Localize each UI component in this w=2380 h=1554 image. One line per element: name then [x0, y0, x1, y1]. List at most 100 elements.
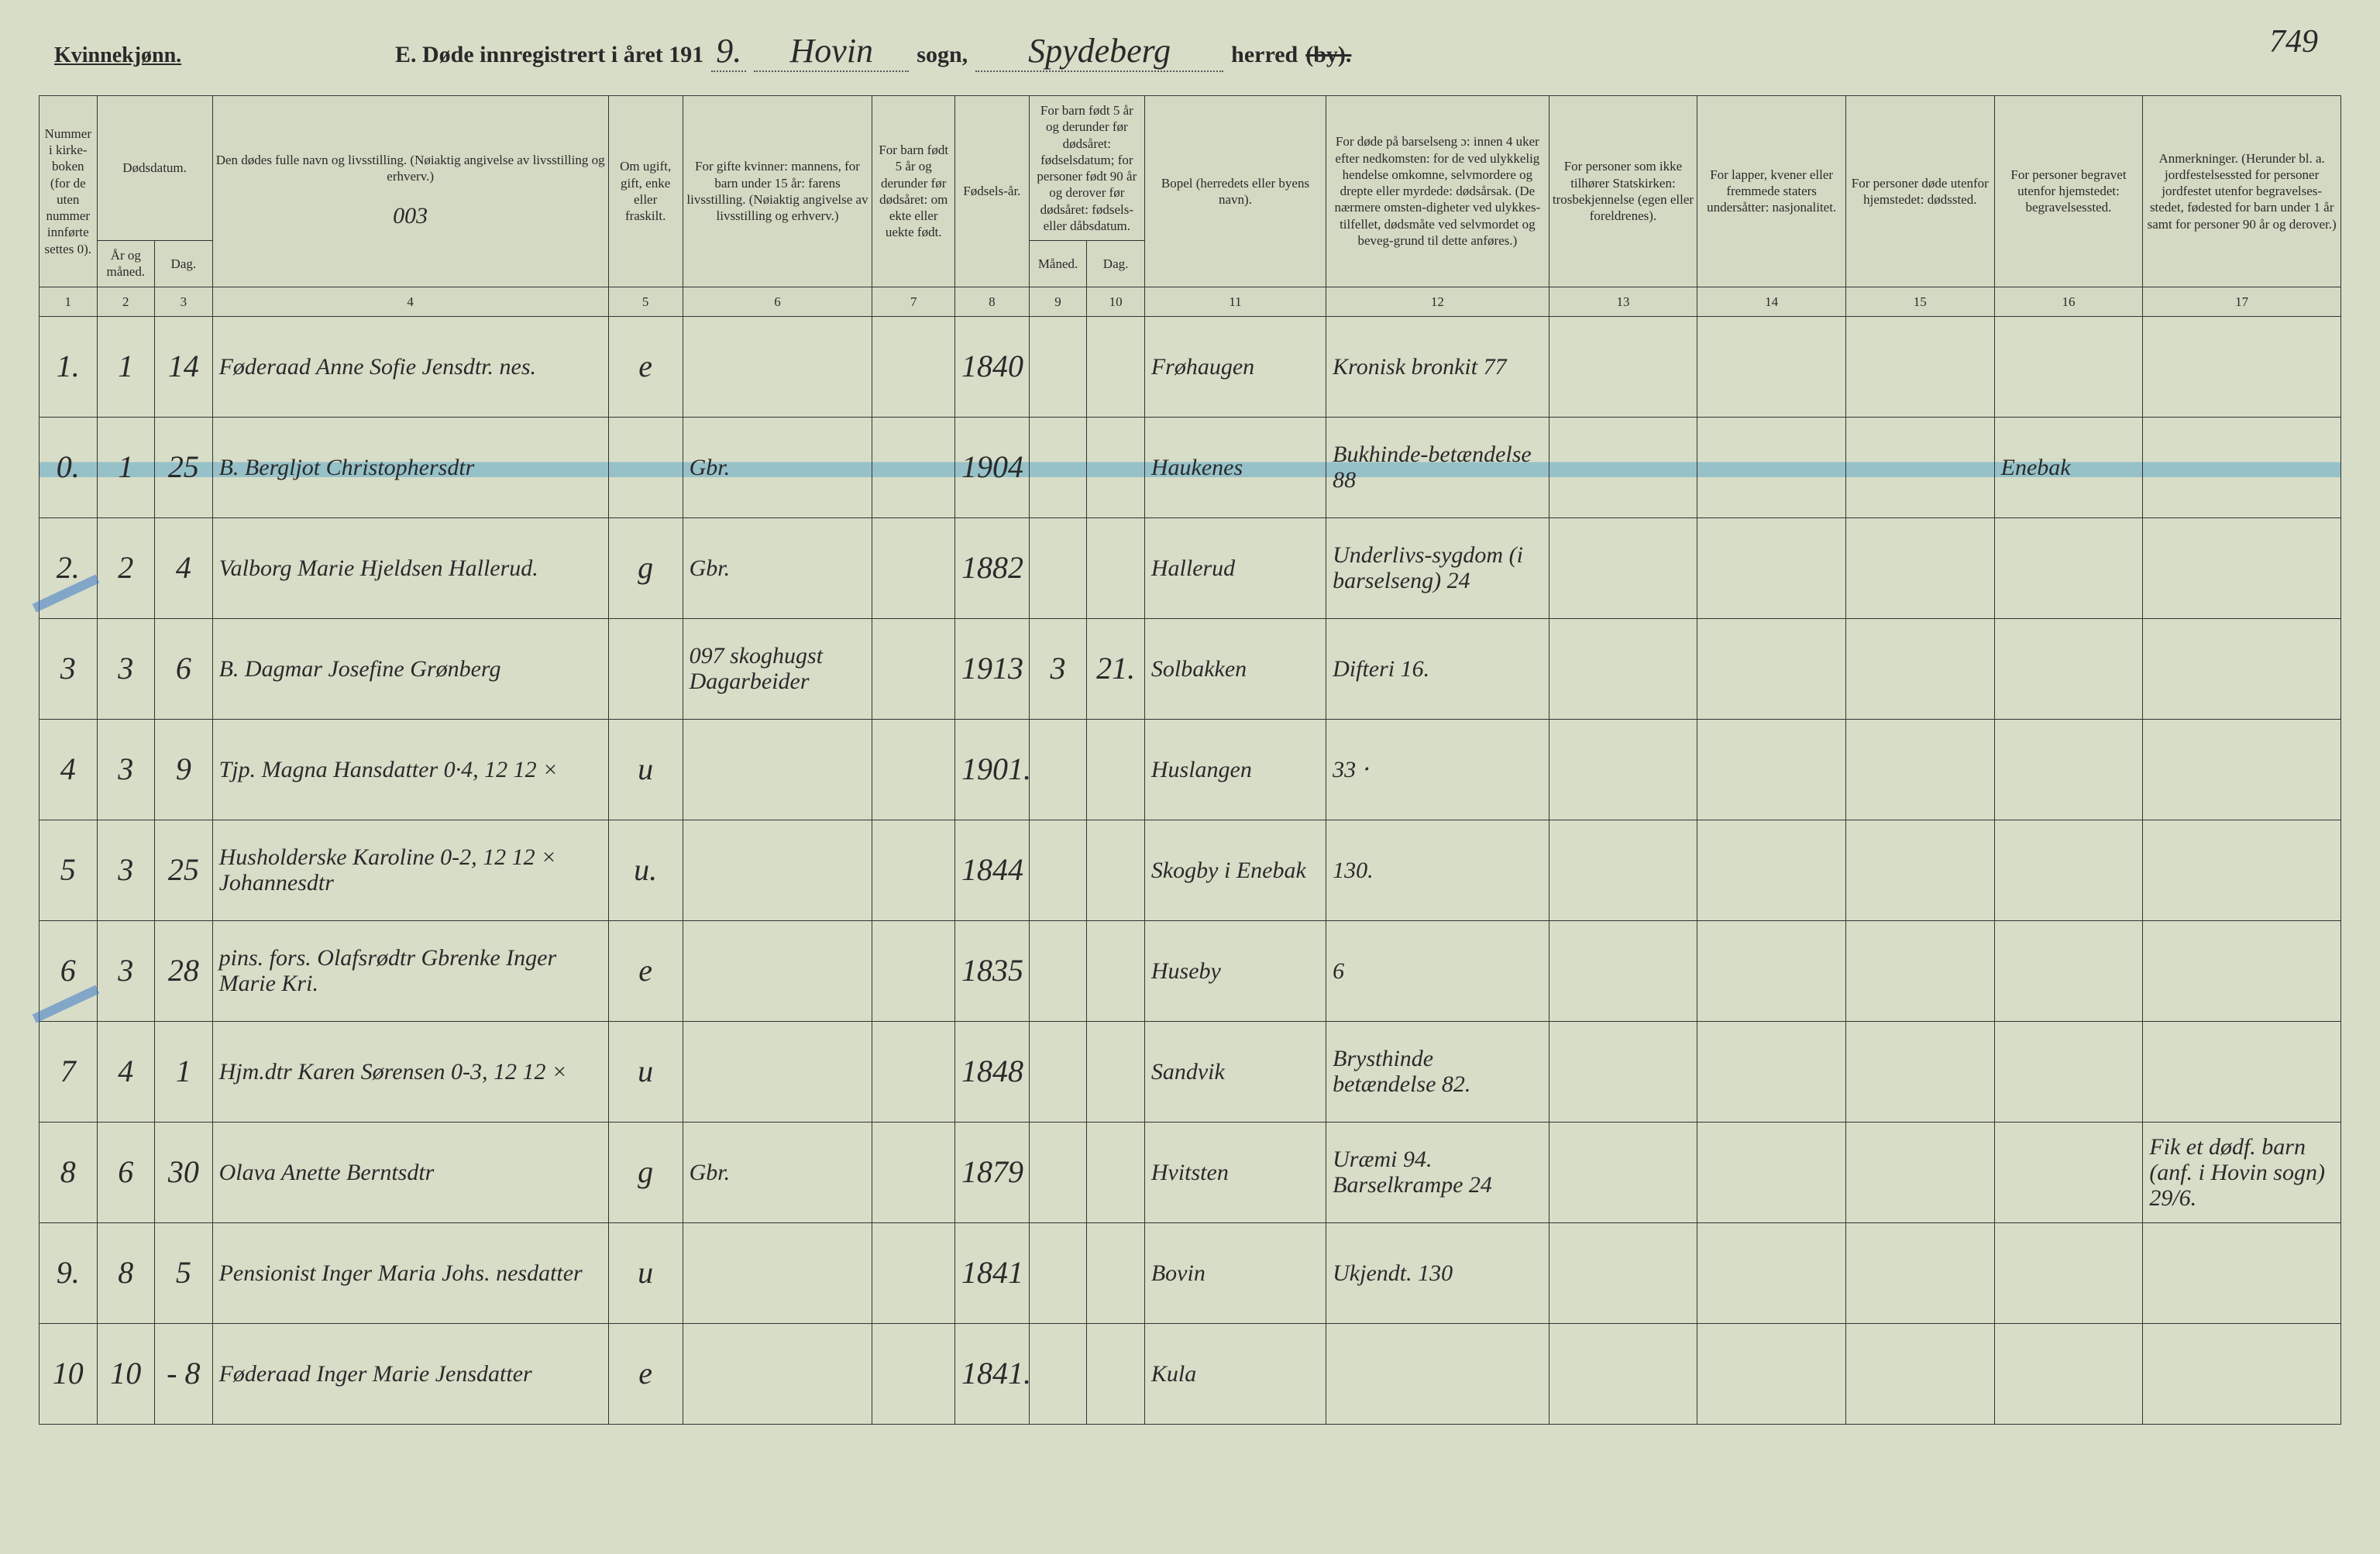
cell — [1029, 719, 1087, 820]
cell — [1029, 820, 1087, 920]
colnum: 1 — [40, 287, 98, 316]
cell: Skogby i Enebak — [1144, 820, 1326, 920]
cell: u — [608, 1222, 683, 1323]
cell — [1994, 719, 2143, 820]
title-prefix: E. Døde innregistrert i året 191 — [395, 42, 703, 68]
colnum: 14 — [1697, 287, 1846, 316]
cell — [872, 417, 954, 517]
colnum: 7 — [872, 287, 954, 316]
cell — [1845, 1222, 1994, 1323]
colnum: 3 — [155, 287, 213, 316]
cell: Enebak — [1994, 417, 2143, 517]
cell: Uræmi 94. Barselkrampe 24 — [1326, 1122, 1549, 1222]
cell: 1879 — [954, 1122, 1029, 1222]
cell: e — [608, 920, 683, 1021]
cell: 0. — [40, 417, 98, 517]
parish-word: sogn, — [917, 42, 968, 68]
cell — [2143, 618, 2341, 719]
cell: 1 — [155, 1021, 213, 1122]
cell: B. Dagmar Josefine Grønberg — [212, 618, 608, 719]
cell: 097 skoghugst Dagarbeider — [683, 618, 872, 719]
cell: 1901. — [954, 719, 1029, 820]
ledger-table: Nummer i kirke-boken (for de uten nummer… — [39, 95, 2341, 1425]
cell: 14 — [155, 316, 213, 417]
colnum: 17 — [2143, 287, 2341, 316]
cell — [872, 316, 954, 417]
col-header-12: For døde på barselseng ɔ: innen 4 uker e… — [1326, 96, 1549, 287]
cell — [2143, 1222, 2341, 1323]
table-row: 8630Olava Anette BerntsdtrgGbr.1879Hvits… — [40, 1122, 2341, 1222]
cell: Gbr. — [683, 517, 872, 618]
cell — [1845, 316, 1994, 417]
cell — [1029, 316, 1087, 417]
cell — [1845, 1323, 1994, 1424]
cell — [1697, 1222, 1846, 1323]
cell: 1841 — [954, 1222, 1029, 1323]
cell — [1697, 719, 1846, 820]
cell: 25 — [155, 820, 213, 920]
table-row: 0.125B. Bergljot ChristophersdtrGbr.1904… — [40, 417, 2341, 517]
cell: - 8 — [155, 1323, 213, 1424]
cell — [1845, 1021, 1994, 1122]
col-header-15: For personer døde utenfor hjemstedet: dø… — [1845, 96, 1994, 287]
cell: 1 — [97, 316, 155, 417]
cell — [1845, 517, 1994, 618]
cell — [683, 719, 872, 820]
cell: Ukjendt. 130 — [1326, 1222, 1549, 1323]
cell: Underlivs-sygdom (i barselseng) 24 — [1326, 517, 1549, 618]
cell: 21. — [1087, 618, 1145, 719]
colnum: 12 — [1326, 287, 1549, 316]
col-header-16: For personer begravet utenfor hjemstedet… — [1994, 96, 2143, 287]
cell: Hvitsten — [1144, 1122, 1326, 1222]
table-row: 1.114Føderaad Anne Sofie Jensdtr. nes.e1… — [40, 316, 2341, 417]
cell: Pensionist Inger Maria Johs. nesdatter — [212, 1222, 608, 1323]
cell: Husholderske Karoline 0-2, 12 12 × Johan… — [212, 820, 608, 920]
cell: e — [608, 1323, 683, 1424]
cell: Frøhaugen — [1144, 316, 1326, 417]
cell: 8 — [97, 1222, 155, 1323]
struck-by: (by). — [1305, 42, 1351, 68]
cell — [683, 920, 872, 1021]
cell: Valborg Marie Hjeldsen Hallerud. — [212, 517, 608, 618]
cell — [1087, 719, 1145, 820]
district-value: Spydeberg — [975, 31, 1223, 72]
cell — [1029, 517, 1087, 618]
cell: 9. — [40, 1222, 98, 1323]
cell — [1697, 316, 1846, 417]
cell — [1087, 1122, 1145, 1222]
cell: Huslangen — [1144, 719, 1326, 820]
cell — [1087, 517, 1145, 618]
cell — [2143, 719, 2341, 820]
cell — [1549, 1323, 1697, 1424]
cell — [872, 618, 954, 719]
cell: 1913 — [954, 618, 1029, 719]
cell: 2 — [97, 517, 155, 618]
cell: 3 — [97, 820, 155, 920]
gender-label: Kvinnekjønn. — [54, 43, 380, 68]
cell: Tjp. Magna Hansdatter 0·4, 12 12 × — [212, 719, 608, 820]
cell — [1994, 1021, 2143, 1122]
col-header-10: Dag. — [1087, 241, 1145, 287]
table-row: 5325Husholderske Karoline 0-2, 12 12 × J… — [40, 820, 2341, 920]
cell: 1835 — [954, 920, 1029, 1021]
cell — [1845, 417, 1994, 517]
cell: Føderaad Inger Marie Jensdatter — [212, 1323, 608, 1424]
cell: 1 — [97, 417, 155, 517]
cell — [683, 316, 872, 417]
cell — [1549, 1122, 1697, 1222]
cell: 5 — [155, 1222, 213, 1323]
cell: 3 — [1029, 618, 1087, 719]
cell — [1697, 820, 1846, 920]
colnum: 9 — [1029, 287, 1087, 316]
col-header-9: Måned. — [1029, 241, 1087, 287]
col-header-9-group: For barn født 5 år og derunder før dødså… — [1029, 96, 1144, 241]
cell: 130. — [1326, 820, 1549, 920]
cell: 28 — [155, 920, 213, 1021]
cell: 3 — [97, 618, 155, 719]
cell — [1994, 618, 2143, 719]
colnum: 5 — [608, 287, 683, 316]
cell — [1087, 1021, 1145, 1122]
cell: 10 — [97, 1323, 155, 1424]
cell — [683, 1323, 872, 1424]
cell — [1029, 1323, 1087, 1424]
